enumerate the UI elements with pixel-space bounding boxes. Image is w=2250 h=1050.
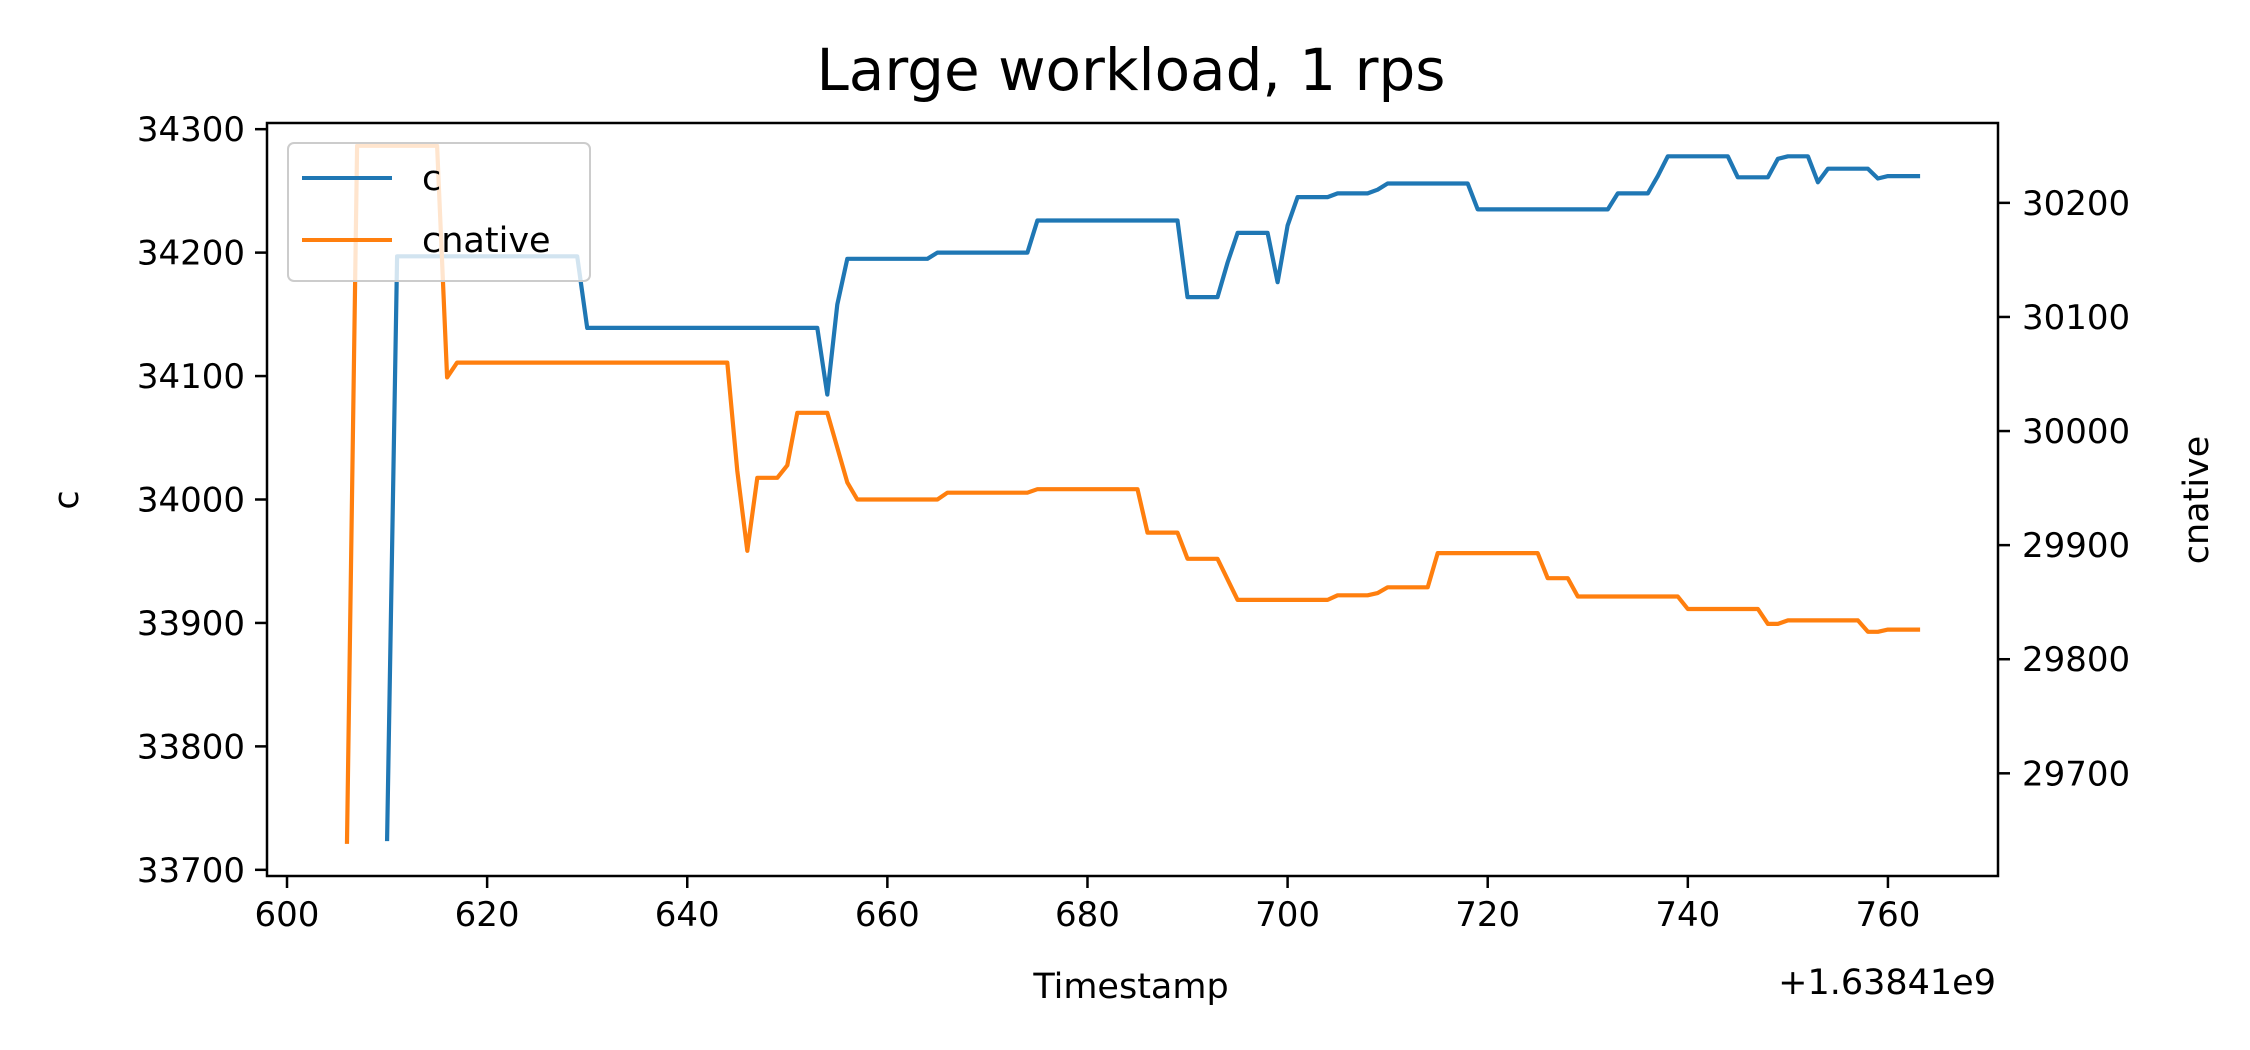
y-right-tick-label: 30200 — [2022, 184, 2130, 224]
x-tick-label: 740 — [1655, 895, 1720, 935]
x-tick-label: 760 — [1855, 895, 1920, 935]
y-left-tick-label: 34000 — [137, 481, 245, 521]
y-right-tick-label: 29800 — [2022, 640, 2130, 680]
y-axis-label-left: c — [47, 490, 87, 509]
y-left-tick-label: 33800 — [137, 727, 245, 767]
y-axis-label-right: cnative — [2177, 436, 2217, 565]
y-left-tick-label: 33900 — [137, 604, 245, 644]
y-right-tick-label: 30100 — [2022, 298, 2130, 338]
y-right-tick-label: 30000 — [2022, 412, 2130, 452]
y-right-tick-label: 29900 — [2022, 526, 2130, 566]
plot-lines — [344, 143, 1921, 844]
x-axis-label: Timestamp — [1032, 967, 1228, 1007]
y-left-tick-label: 34300 — [137, 110, 245, 150]
x-tick-label: 640 — [655, 895, 720, 935]
legend-label-cnative: cnative — [422, 221, 551, 261]
x-tick-label: 700 — [1255, 895, 1320, 935]
x-tick-label: 620 — [455, 895, 520, 935]
series-line-cnative — [344, 143, 1921, 844]
x-tick-label: 660 — [855, 895, 920, 935]
x-tick-label: 680 — [1055, 895, 1120, 935]
chart-title: Large workload, 1 rps — [816, 36, 1445, 104]
legend-label-c: c — [422, 159, 441, 199]
axis-ticks: 600 620 640 660 680 700 720 740 760 33700 33800 339… — [137, 110, 2130, 935]
series-line-c — [384, 154, 1921, 842]
x-offset-label: +1.63841e9 — [1778, 963, 1996, 1003]
x-tick-label: 720 — [1455, 895, 1520, 935]
y-left-tick-label: 34200 — [137, 234, 245, 274]
legend: c cnative — [287, 142, 591, 282]
y-right-tick-label: 29700 — [2022, 754, 2130, 794]
y-left-tick-label: 34100 — [137, 357, 245, 397]
x-tick-label: 600 — [255, 895, 320, 935]
y-left-tick-label: 33700 — [137, 851, 245, 891]
